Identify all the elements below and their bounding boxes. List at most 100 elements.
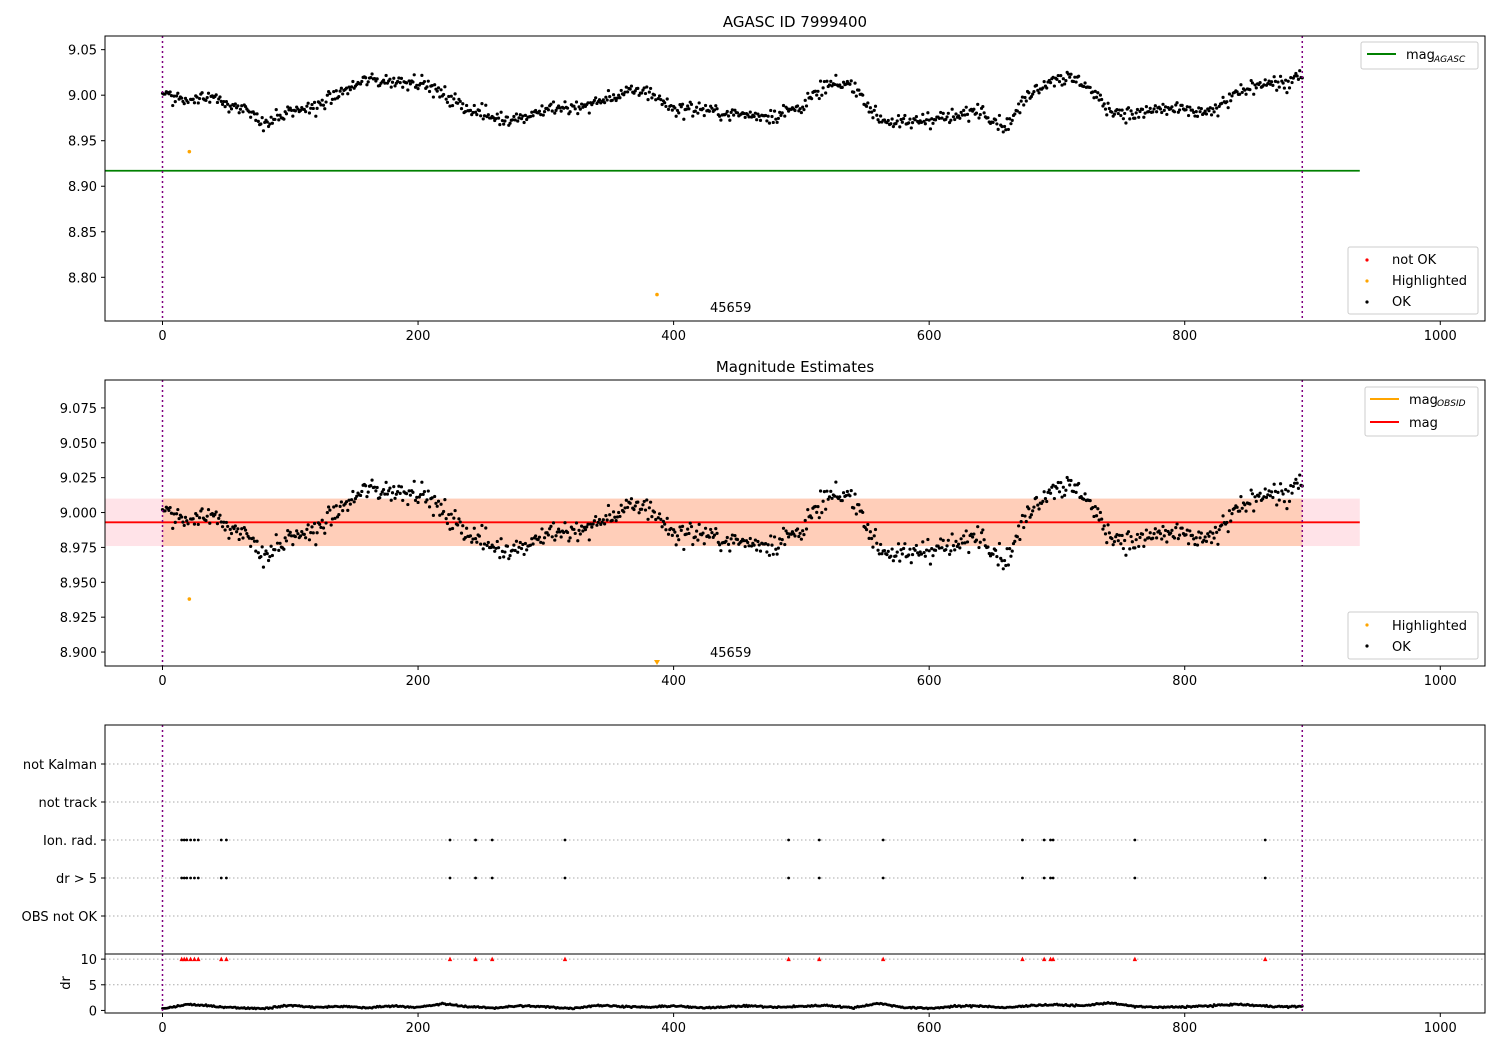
ok-point [518, 113, 522, 117]
ok-point [1281, 492, 1285, 496]
x-tick-label: 400 [661, 674, 686, 689]
ok-point [689, 524, 694, 529]
ok-point [735, 537, 740, 542]
ok-point [307, 111, 312, 115]
axes-frame [104, 379, 1486, 667]
ok-point [793, 534, 797, 538]
ok-point [670, 108, 674, 112]
ok-point [177, 516, 181, 521]
flag-point [817, 838, 821, 842]
ok-point [871, 545, 875, 549]
ok-point [1140, 107, 1145, 111]
ok-point [746, 540, 750, 545]
ok-point [647, 506, 651, 510]
ok-point [1263, 78, 1267, 82]
ok-point [770, 543, 774, 547]
ok-point [838, 495, 842, 499]
ok-point [1094, 95, 1099, 99]
ok-point [1155, 110, 1159, 114]
ok-point [1119, 542, 1123, 546]
ok-point [1004, 563, 1008, 568]
ok-point [946, 538, 950, 542]
ok-point [678, 525, 682, 529]
ok-point [310, 102, 314, 107]
ok-point [596, 520, 600, 524]
ok-point [1215, 530, 1219, 534]
ok-point [816, 89, 820, 93]
ok-point [701, 107, 705, 111]
annotation-label: 45659 [710, 646, 751, 661]
ok-point [1005, 117, 1009, 121]
ok-point [1225, 100, 1229, 104]
ok-point [991, 120, 995, 125]
ok-point [1276, 80, 1280, 84]
ok-point [870, 110, 874, 114]
ok-point [729, 110, 733, 114]
ok-point [355, 494, 359, 498]
ok-point [923, 122, 927, 126]
ok-point [854, 512, 858, 516]
ok-point [649, 500, 653, 504]
ok-point [235, 530, 239, 534]
ok-point [373, 77, 377, 81]
ok-point [1153, 527, 1157, 531]
ok-point [559, 109, 563, 113]
ok-point [236, 104, 240, 108]
flag-point [881, 838, 885, 842]
ok-point [195, 513, 199, 518]
ok-point [749, 544, 754, 548]
flag-point [219, 876, 223, 880]
ok-point [1056, 73, 1060, 78]
ok-point [891, 125, 895, 129]
ok-point [482, 114, 487, 118]
ok-point [1051, 75, 1055, 79]
ok-point [1170, 105, 1174, 109]
ok-point [171, 526, 175, 530]
ok-point [525, 117, 529, 122]
ok-point [798, 107, 802, 111]
ok-point [931, 554, 935, 558]
ok-point [1235, 505, 1239, 509]
ok-point [1268, 82, 1272, 86]
ok-point [994, 118, 998, 122]
flag-point [224, 876, 228, 880]
ok-point [534, 534, 538, 538]
ok-point [1252, 92, 1256, 96]
ok-point [818, 79, 823, 83]
ok-point [867, 536, 871, 540]
ok-point [505, 544, 510, 548]
ok-point [459, 531, 464, 535]
ok-point [960, 113, 964, 117]
ok-point [496, 546, 501, 550]
ok-point [365, 495, 369, 499]
ok-point [1207, 534, 1211, 538]
ok-point [824, 91, 828, 95]
ok-point [306, 523, 310, 527]
ok-point [1290, 491, 1294, 495]
ok-point [941, 111, 945, 115]
ok-point [522, 120, 526, 125]
ok-point [295, 529, 299, 533]
ok-point [277, 118, 281, 122]
ok-point [542, 110, 547, 114]
ok-point [764, 113, 768, 118]
ok-point [1199, 107, 1203, 111]
ok-point [623, 90, 627, 94]
ok-point [806, 508, 810, 512]
ok-point [491, 545, 496, 549]
ok-point [421, 492, 425, 496]
y-tick-label: 5 [89, 979, 97, 994]
ok-point [352, 500, 356, 504]
ok-point [404, 492, 409, 496]
ok-point [770, 114, 774, 119]
ok-point [1174, 525, 1178, 530]
ok-point [266, 124, 271, 129]
ok-point [1082, 84, 1086, 89]
ok-point [617, 93, 621, 97]
ok-point [779, 113, 783, 118]
ok-point [1208, 530, 1212, 534]
ok-point [1018, 537, 1022, 542]
ok-point [1216, 542, 1220, 546]
ok-point [453, 92, 457, 96]
ok-point [1059, 74, 1063, 78]
